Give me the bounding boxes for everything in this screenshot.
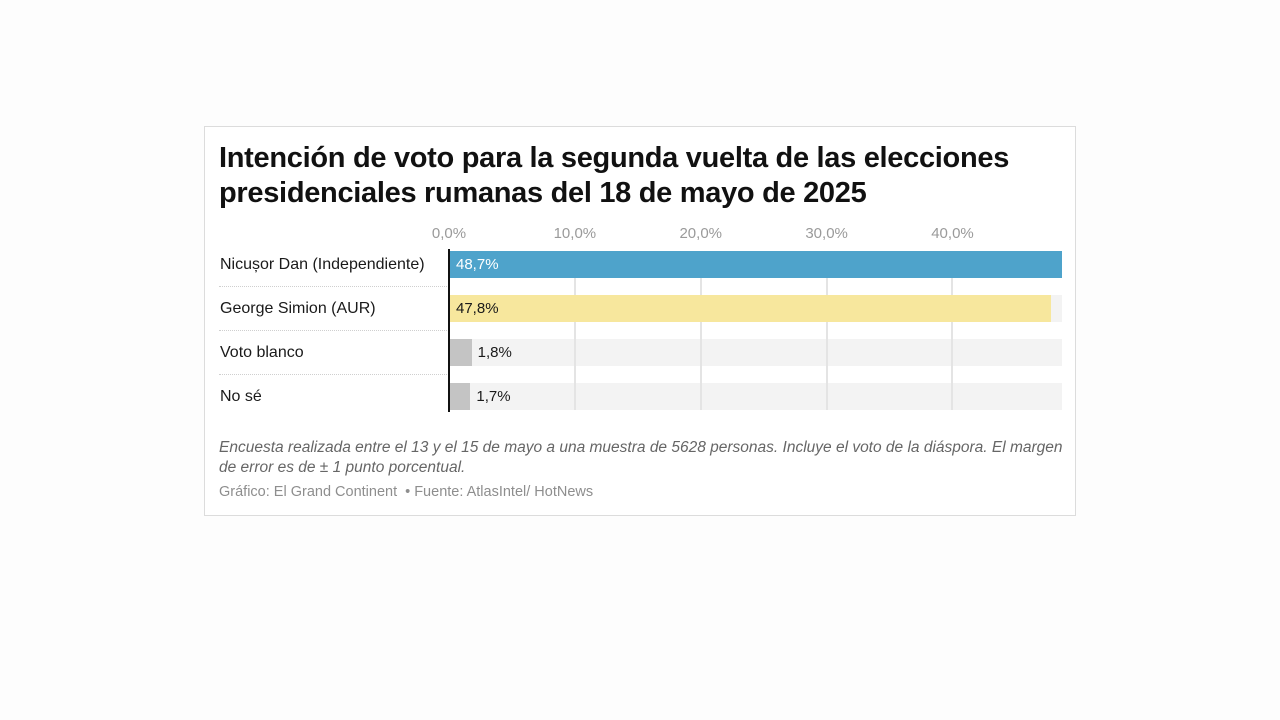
category-label: Voto blanco [220, 343, 304, 361]
bar [449, 383, 471, 410]
source-separator: • [405, 484, 411, 500]
x-tick-label: 20,0% [679, 225, 723, 242]
row-separator [219, 330, 449, 331]
chart-source-line: Gráfico: El Grand Continent • Fuente: Atla… [219, 484, 593, 500]
x-gridline [825, 251, 828, 410]
chart-source: Fuente: AtlasIntel/ HotNews [414, 484, 594, 500]
bar [449, 295, 1051, 322]
bar [449, 251, 1062, 278]
category-label: No sé [220, 387, 262, 405]
x-tick-label: 30,0% [805, 225, 848, 242]
chart-title: Intención de voto para la segunda vuelta… [219, 142, 1010, 209]
category-label: George Simion (AUR) [220, 299, 376, 317]
bar-value-label: 1,8% [477, 344, 512, 361]
bar-track [449, 339, 1062, 366]
x-gridline [573, 251, 576, 410]
x-gridline [951, 251, 954, 410]
bar-value-label: 1,7% [476, 388, 511, 405]
x-tick-label: 40,0% [931, 225, 974, 242]
bar-chart: 0,0% 10,0% 20,0% 30,0% 40,0% Nicușor Dan (Ind… [205, 217, 1077, 417]
row-separator [219, 286, 449, 287]
x-tick-label: 0,0% [431, 225, 467, 242]
row-separator [219, 374, 449, 375]
chart-note: Encuesta realizada entre el 13 y el 15 d… [219, 439, 1063, 476]
x-tick-label: 10,0% [553, 225, 597, 242]
category-label: Nicușor Dan (Independiente) [220, 255, 425, 273]
bar-value-label: 48,7% [456, 256, 499, 273]
chart-card: Intención de voto para la segunda vuelta… [204, 126, 1076, 516]
y-axis-line [448, 249, 450, 412]
bar-track [449, 383, 1062, 410]
bar [449, 339, 472, 366]
chart-credit: Gráfico: El Grand Continent [219, 484, 398, 500]
bar-value-label: 47,8% [456, 300, 499, 317]
x-gridline [699, 251, 702, 410]
